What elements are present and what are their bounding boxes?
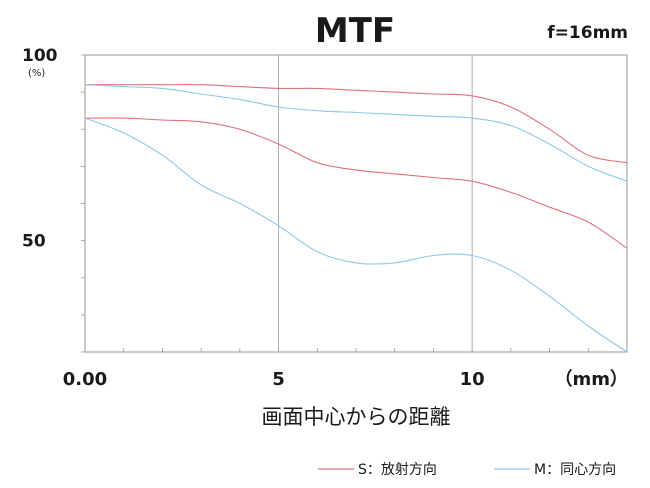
y-tick-label: 50 (22, 232, 46, 252)
legend-label-m: M：同心方向 (534, 462, 616, 478)
y-unit-label: (%) (28, 68, 45, 79)
chart-subtitle: f=16mm (547, 23, 628, 43)
series-line-m-low (84, 117, 628, 353)
series-line-m-high (84, 84, 628, 182)
series-line-s-high (85, 84, 628, 164)
series-lines (84, 84, 628, 353)
y-tick-label: 100 (22, 46, 58, 66)
x-tick-label: 5 (272, 369, 285, 390)
x-tick-label: 10 (460, 369, 485, 390)
x-axis-label: 画面中心からの距離 (262, 405, 451, 429)
x-tick-label: 0.00 (63, 369, 107, 390)
series-line-s-low (84, 117, 628, 249)
chart-title: MTF (315, 11, 395, 51)
x-unit-label: （mm） (554, 369, 628, 390)
legend-label-s: S：放射方向 (358, 462, 437, 478)
grid (81, 54, 628, 353)
y-tick-labels: 100 50 (22, 46, 58, 252)
legend: S：放射方向 M：同心方向 (318, 462, 616, 478)
x-tick-labels: 0.00 5 10 (63, 369, 485, 390)
plot-frame (84, 54, 628, 353)
